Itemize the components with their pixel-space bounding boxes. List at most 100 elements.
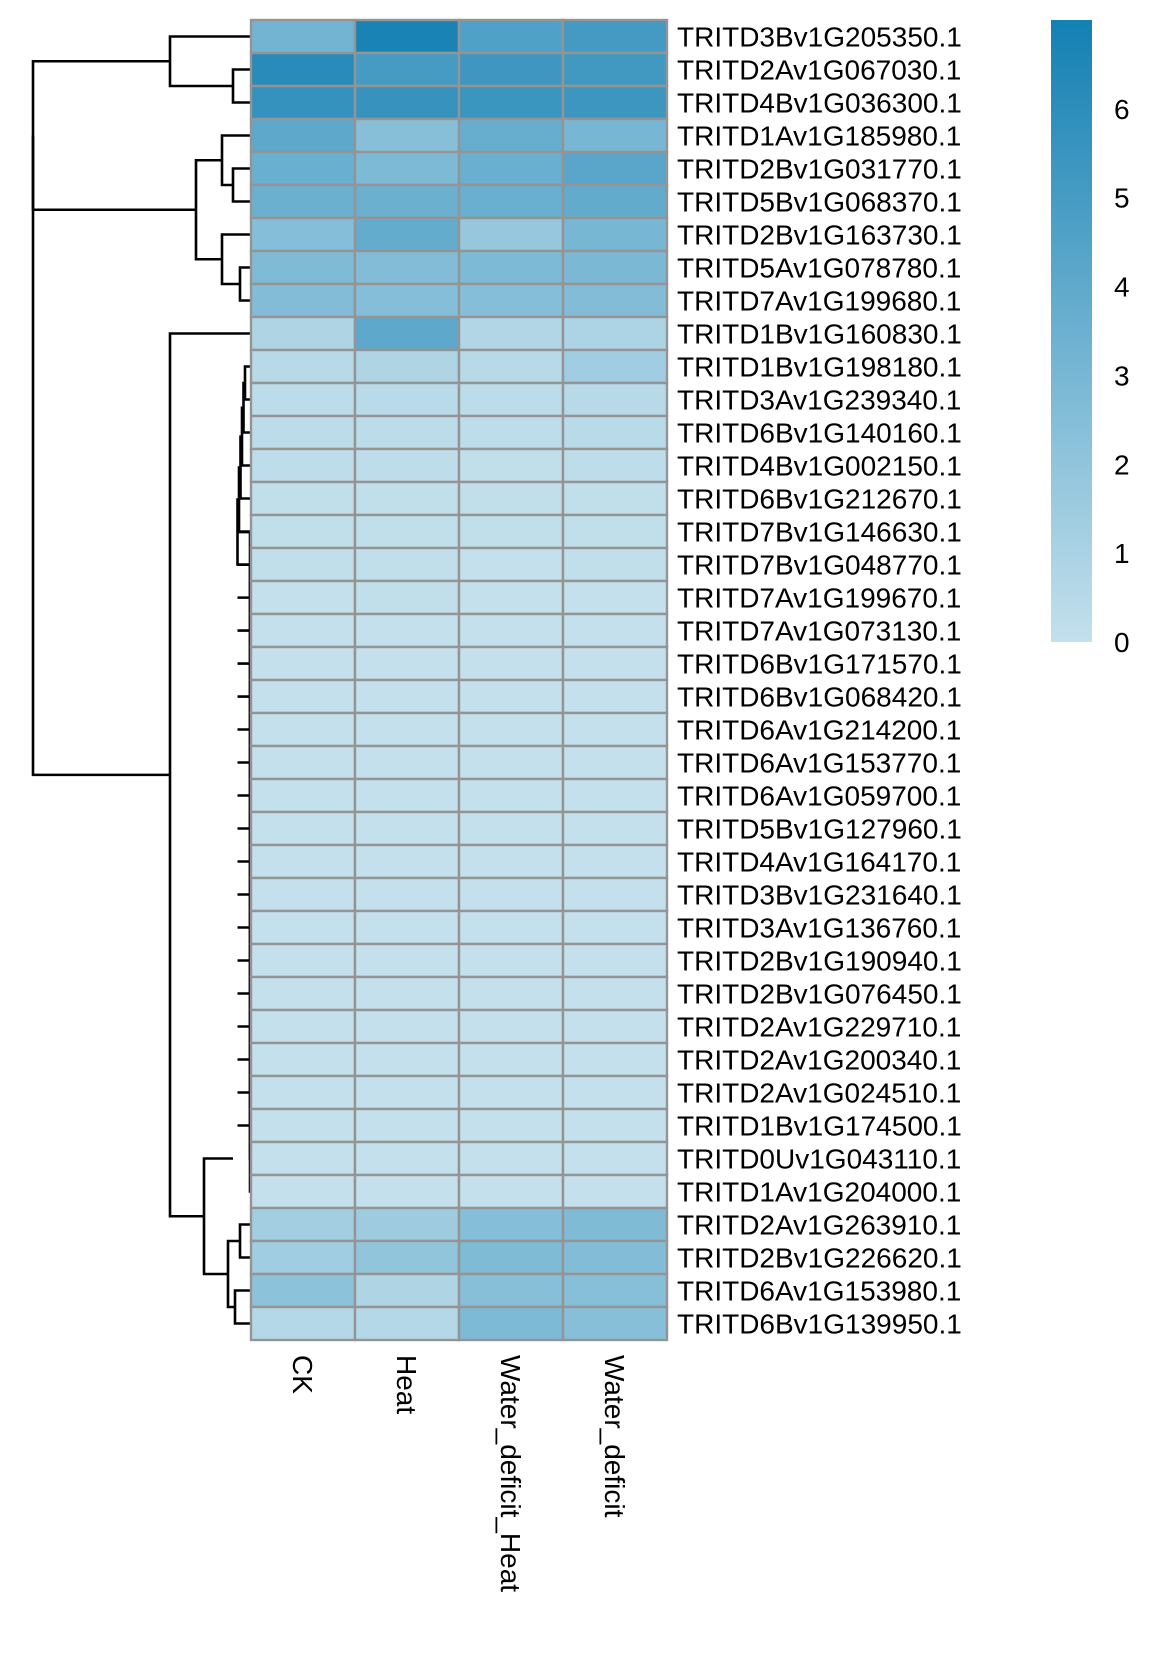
dendrogram-branch (237, 1124, 252, 1193)
row-label: TRITD7Av1G073130.1 (677, 616, 961, 647)
heatmap-cell (457, 645, 565, 682)
heatmap-cell (353, 1008, 461, 1045)
heatmap-cell (249, 1107, 357, 1144)
heatmap-cell (457, 381, 565, 418)
heatmap-cell (457, 975, 565, 1012)
heatmap-cell (561, 1074, 669, 1111)
heatmap-cell (561, 1239, 669, 1276)
color-legend: 0 1 2 3 4 5 6 (1051, 20, 1130, 658)
heatmap-cell (457, 249, 565, 286)
column-label: Heat (391, 1355, 422, 1414)
row-label: TRITD1Bv1G198180.1 (677, 352, 962, 383)
heatmap-cell (353, 381, 461, 418)
heatmap-cell (561, 381, 669, 418)
heatmap-cell (353, 117, 461, 154)
row-labels: TRITD3Bv1G205350.1TRITD2Av1G067030.1TRIT… (677, 22, 962, 1340)
heatmap-cell (353, 150, 461, 187)
legend-tick-label: 3 (1114, 360, 1130, 391)
heatmap-cell (249, 447, 357, 484)
row-label: TRITD7Av1G199670.1 (677, 583, 961, 614)
heatmap-cell (249, 777, 357, 814)
heatmap-cell (561, 315, 669, 352)
row-label: TRITD6Av1G153770.1 (677, 748, 961, 779)
row-label: TRITD2Bv1G076450.1 (677, 979, 962, 1010)
heatmap-cell (249, 1074, 357, 1111)
row-label: TRITD4Bv1G002150.1 (677, 451, 962, 482)
heatmap-cell (353, 843, 461, 880)
heatmap-cell (561, 18, 669, 55)
heatmap-cell (249, 1140, 357, 1177)
row-label: TRITD2Av1G024510.1 (677, 1078, 961, 1109)
heatmap-cell (457, 1173, 565, 1210)
heatmap-cell (249, 1041, 357, 1078)
heatmap-cell (561, 513, 669, 550)
heatmap-cell (353, 216, 461, 253)
heatmap-cell (353, 1206, 461, 1243)
heatmap-cells (249, 18, 669, 1342)
row-label: TRITD3Av1G239340.1 (677, 385, 961, 416)
row-label: TRITD5Av1G078780.1 (677, 253, 961, 284)
row-label: TRITD2Av1G229710.1 (677, 1012, 961, 1043)
heatmap-cell (353, 612, 461, 649)
heatmap-cell (353, 249, 461, 286)
heatmap-cell (561, 810, 669, 847)
heatmap-cell (457, 711, 565, 748)
row-label: TRITD7Av1G199680.1 (677, 286, 961, 317)
heatmap-cell (353, 183, 461, 220)
dendrogram-branch (31, 59, 196, 212)
heatmap-cell (561, 249, 669, 286)
row-label: TRITD6Bv1G139950.1 (677, 1309, 962, 1340)
heatmap-cell (353, 1239, 461, 1276)
heatmap-cell (249, 612, 357, 649)
row-label: TRITD5Bv1G127960.1 (677, 814, 962, 845)
heatmap-cell (457, 1206, 565, 1243)
legend-tick-label: 0 (1114, 627, 1130, 658)
heatmap-cell (249, 414, 357, 451)
heatmap-cell (249, 579, 357, 616)
heatmap-cell (561, 84, 669, 121)
heatmap-cell (561, 1107, 669, 1144)
heatmap-cell (457, 348, 565, 385)
heatmap-cell (353, 711, 461, 748)
heatmap-cell (561, 51, 669, 88)
row-label: TRITD2Av1G200340.1 (677, 1045, 961, 1076)
heatmap-cell (249, 909, 357, 946)
heatmap-cell (249, 282, 357, 319)
heatmap-cell (457, 876, 565, 913)
heatmap-cell (457, 414, 565, 451)
heatmap-cell (249, 711, 357, 748)
heatmap-cell (457, 777, 565, 814)
heatmap-cell (249, 381, 357, 418)
heatmap-cell (249, 843, 357, 880)
row-label: TRITD6Bv1G140160.1 (677, 418, 962, 449)
heatmap-cell (249, 84, 357, 121)
dendrogram-branch (231, 68, 251, 104)
row-label: TRITD7Bv1G048770.1 (677, 550, 962, 581)
row-label: TRITD5Bv1G068370.1 (677, 187, 962, 218)
legend-tick-label: 6 (1114, 94, 1130, 125)
heatmap-cell (561, 117, 669, 154)
row-label: TRITD4Bv1G036300.1 (677, 88, 962, 119)
heatmap-cell (457, 1107, 565, 1144)
heatmap-cell (457, 480, 565, 517)
heatmap-cell (561, 1140, 669, 1177)
dendrogram-branch (168, 332, 251, 1218)
row-label: TRITD4Av1G164170.1 (677, 847, 961, 878)
heatmap-cell (249, 51, 357, 88)
heatmap-cell (353, 348, 461, 385)
heatmap-cell (249, 1239, 357, 1276)
dendrogram-branch (220, 134, 251, 187)
dendrogram-branch (168, 35, 251, 88)
heatmap-cell (457, 216, 565, 253)
heatmap-cell (457, 1272, 565, 1309)
row-label: TRITD7Bv1G146630.1 (677, 517, 962, 548)
row-label: TRITD2Bv1G226620.1 (677, 1243, 962, 1274)
heatmap-cell (457, 1074, 565, 1111)
heatmap-cell (561, 645, 669, 682)
heatmap-cell (561, 909, 669, 946)
dendrogram-branch (238, 1223, 251, 1259)
heatmap-cell (249, 480, 357, 517)
row-label: TRITD3Av1G136760.1 (677, 913, 961, 944)
heatmap-cell (457, 447, 565, 484)
heatmap-cell (353, 678, 461, 715)
